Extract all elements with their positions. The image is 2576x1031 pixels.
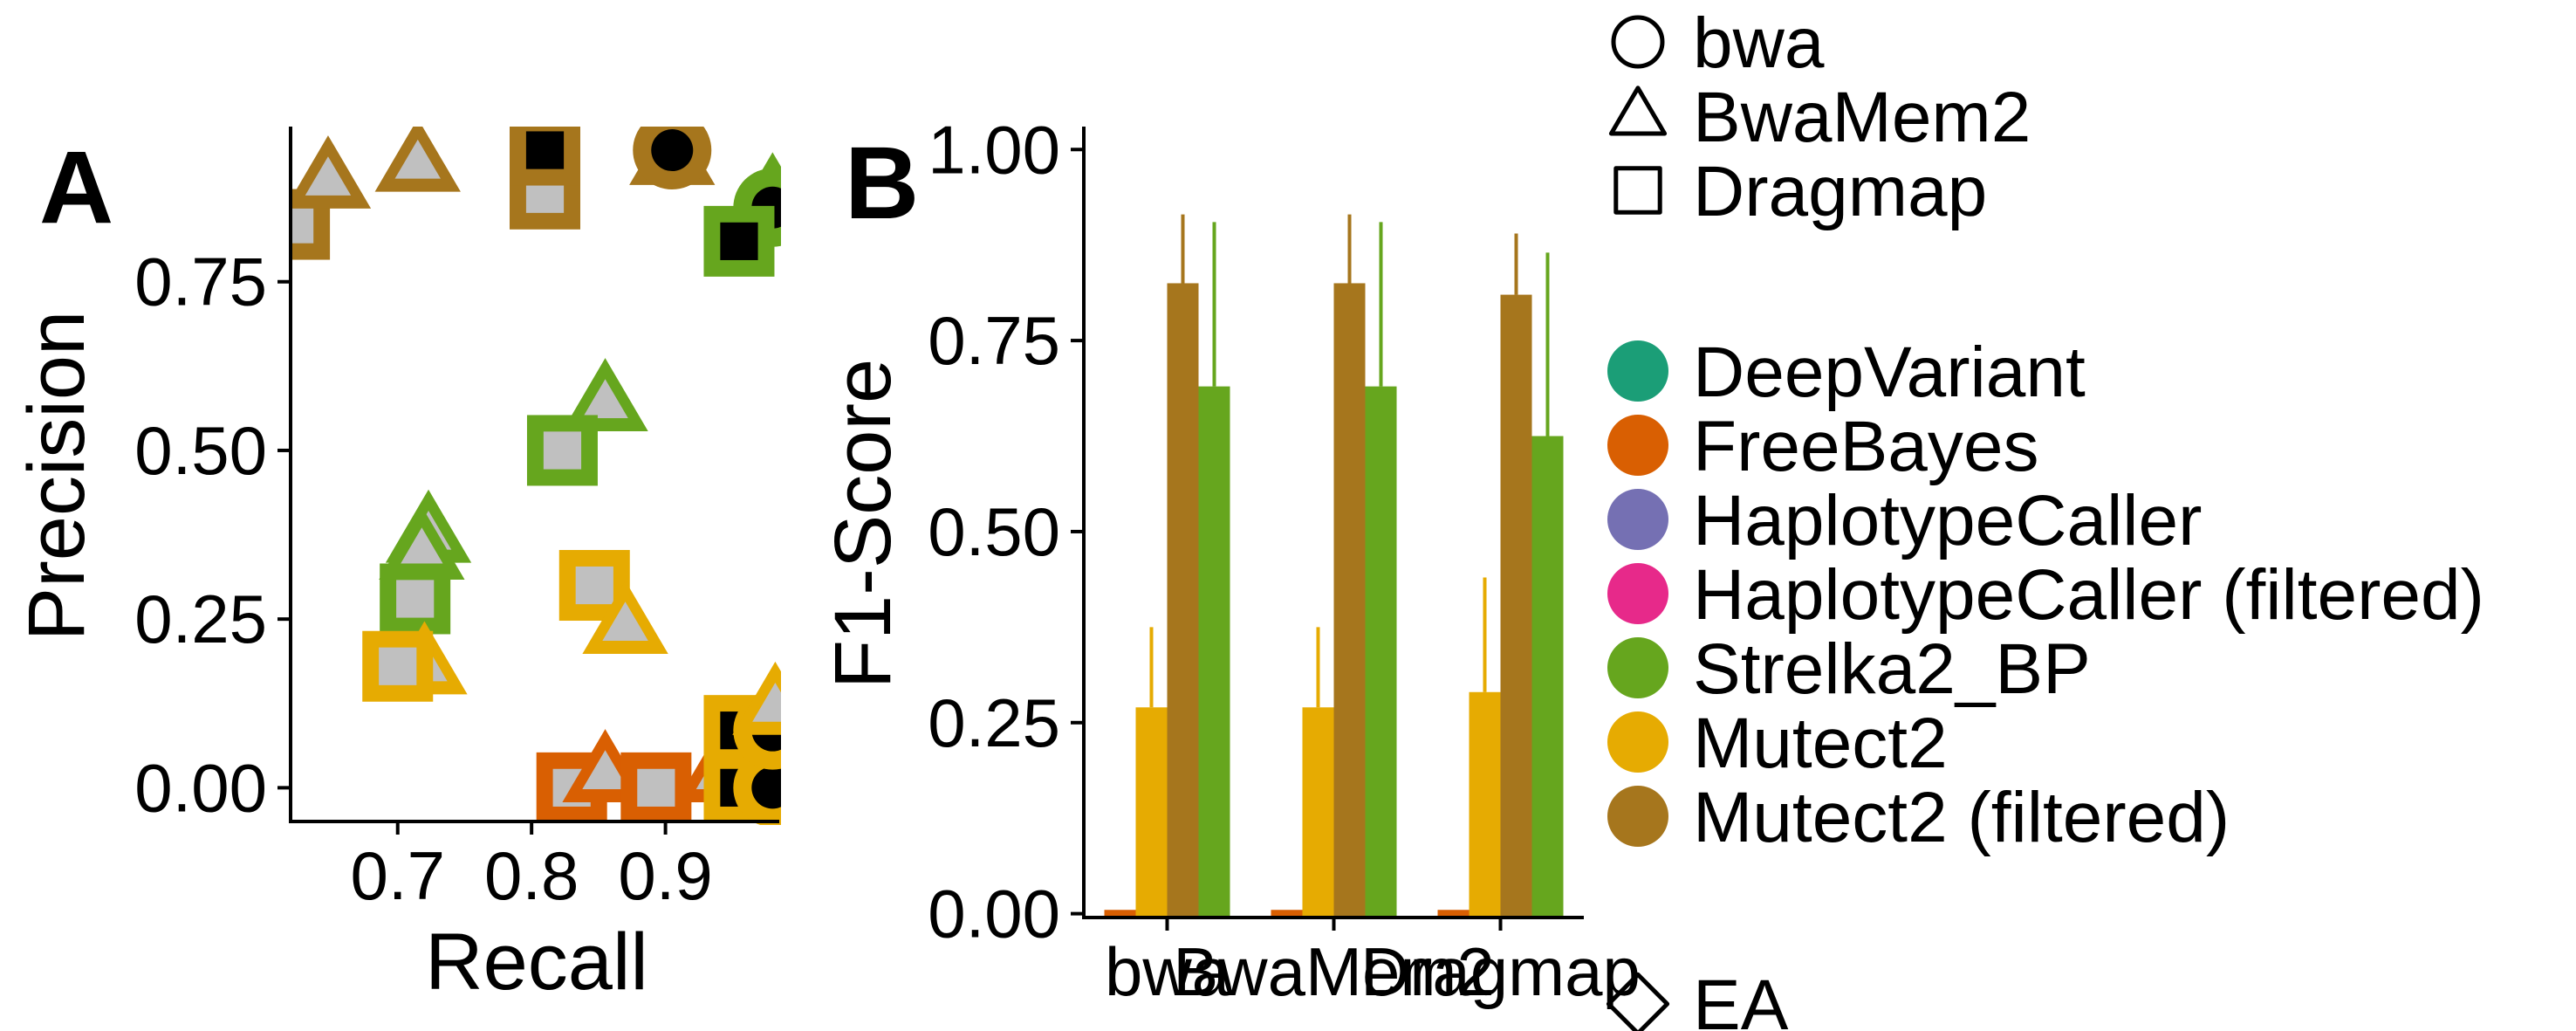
panel-a-point-core <box>575 566 613 605</box>
panel-b-y-tick-label: 0.25 <box>928 684 1060 761</box>
legend-color-swatch <box>1607 637 1668 698</box>
panel-b-x-tick-label: Dragmap <box>1360 933 1641 1010</box>
panel-b-bar <box>1500 294 1532 918</box>
panel-a-y-axis-title: Precision <box>12 311 101 641</box>
panel-b-x-tick-label: bwa <box>1105 933 1230 1010</box>
legend-circle-icon <box>1611 15 1665 69</box>
panel-a-y-tick-label: 0.00 <box>134 749 267 826</box>
panel-b-y-tick-label: 1.00 <box>928 111 1060 188</box>
panel-a-point-core <box>396 580 435 618</box>
panel-a-point-core <box>525 131 565 169</box>
panel-a-point-core <box>543 431 582 470</box>
panel-a-point-core <box>394 139 441 179</box>
panel-a-x-tick-label: 0.9 <box>618 837 712 914</box>
panel-b-bar <box>1104 910 1136 918</box>
legend-square-icon <box>1613 166 1662 215</box>
panel-b-x-tick-label: BwaMem2 <box>1173 933 1494 1010</box>
panel-b-bars <box>1104 214 1564 918</box>
panel-a-point-core <box>379 647 417 685</box>
legend-aligner-label: bwa <box>1693 3 1825 83</box>
panel-a-y-tick-label: 0.75 <box>134 244 267 320</box>
panel-b-y-tick-label: 0.75 <box>928 302 1060 379</box>
legend-aligner-label: BwaMem2 <box>1693 78 2031 157</box>
panel-b-bar <box>1531 436 1564 918</box>
panel-a-point-core <box>399 527 445 567</box>
legend-color-swatch <box>1607 563 1668 624</box>
legend-color-swatch <box>1607 489 1668 550</box>
panel-a-point-core <box>602 601 648 641</box>
legend-caller-label: Mutect2 (filtered) <box>1693 778 2230 857</box>
panel-a-letter: A <box>39 130 113 245</box>
panel-a-point-core <box>752 683 781 722</box>
panel-a-points <box>291 127 781 825</box>
legend-color-swatch <box>1607 786 1668 847</box>
panel-b-bar <box>1365 386 1397 918</box>
legend-aligner-label: Dragmap <box>1693 152 1987 231</box>
legend-triangle-icon <box>1608 86 1668 136</box>
legend-dataset-label: EA <box>1693 966 1789 1031</box>
panel-b-bar <box>1437 910 1470 918</box>
panel-b-y-tick-label: 0.00 <box>928 876 1060 952</box>
legend-color-swatch <box>1607 415 1668 476</box>
panel-a-scatter: A 0.00 0.25 0.50 0.75 0.7 0.8 0.9 Recall Preci… <box>12 127 781 1007</box>
panel-a-point-core <box>582 750 628 790</box>
panel-b-bar <box>1469 691 1501 918</box>
panel-a-y-tick-label: 0.25 <box>134 581 267 657</box>
legend: bwaBwaMem2DragmapDeepVariantFreeBayesHap… <box>1606 3 2484 1031</box>
panel-b-letter: B <box>845 126 919 241</box>
legend-color-swatch <box>1607 340 1668 402</box>
legend-caller-label: Strelka2_BP <box>1693 629 2091 709</box>
panel-b-bar: B 0.000.250.500.751.00bwaBwaMem2Dragmap … <box>819 111 1641 1010</box>
legend-caller-label: Mutect2 <box>1693 704 1948 783</box>
legend-diamond-icon <box>1606 972 1670 1031</box>
panel-a-point-core <box>720 222 758 260</box>
panel-a-axes: 0.00 0.25 0.50 0.75 0.7 0.8 0.9 <box>134 244 713 914</box>
panel-b-bar <box>1198 386 1230 918</box>
panel-b-bar <box>1333 283 1366 918</box>
panel-a-point-core <box>582 379 628 418</box>
panel-a-y-tick-label: 0.50 <box>134 412 267 489</box>
panel-b-y-axis-title: F1-Score <box>819 359 908 689</box>
legend-caller-label: HaplotypeCaller (filtered) <box>1693 555 2484 635</box>
legend-caller-label: DeepVariant <box>1693 333 2086 412</box>
panel-b-bar <box>1271 910 1303 918</box>
legend-caller-label: FreeBayes <box>1693 407 2039 486</box>
panel-a-x-tick-label: 0.8 <box>484 837 579 914</box>
legend-color-swatch <box>1607 711 1668 773</box>
panel-b-bar <box>1167 283 1199 918</box>
panel-a-point-core <box>291 205 314 244</box>
panel-a-point-core <box>637 768 675 807</box>
panel-a-x-tick-label: 0.7 <box>351 837 445 914</box>
panel-a-x-axis-title: Recall <box>425 918 648 1007</box>
panel-a-point-core <box>651 129 694 172</box>
panel-b-bar <box>1302 707 1334 918</box>
panel-b-y-tick-label: 0.50 <box>928 493 1060 570</box>
panel-a-point-core <box>751 766 781 809</box>
legend-caller-label: HaplotypeCaller <box>1693 481 2202 560</box>
panel-a-point-core <box>305 156 352 196</box>
panel-b-bar <box>1135 707 1168 918</box>
